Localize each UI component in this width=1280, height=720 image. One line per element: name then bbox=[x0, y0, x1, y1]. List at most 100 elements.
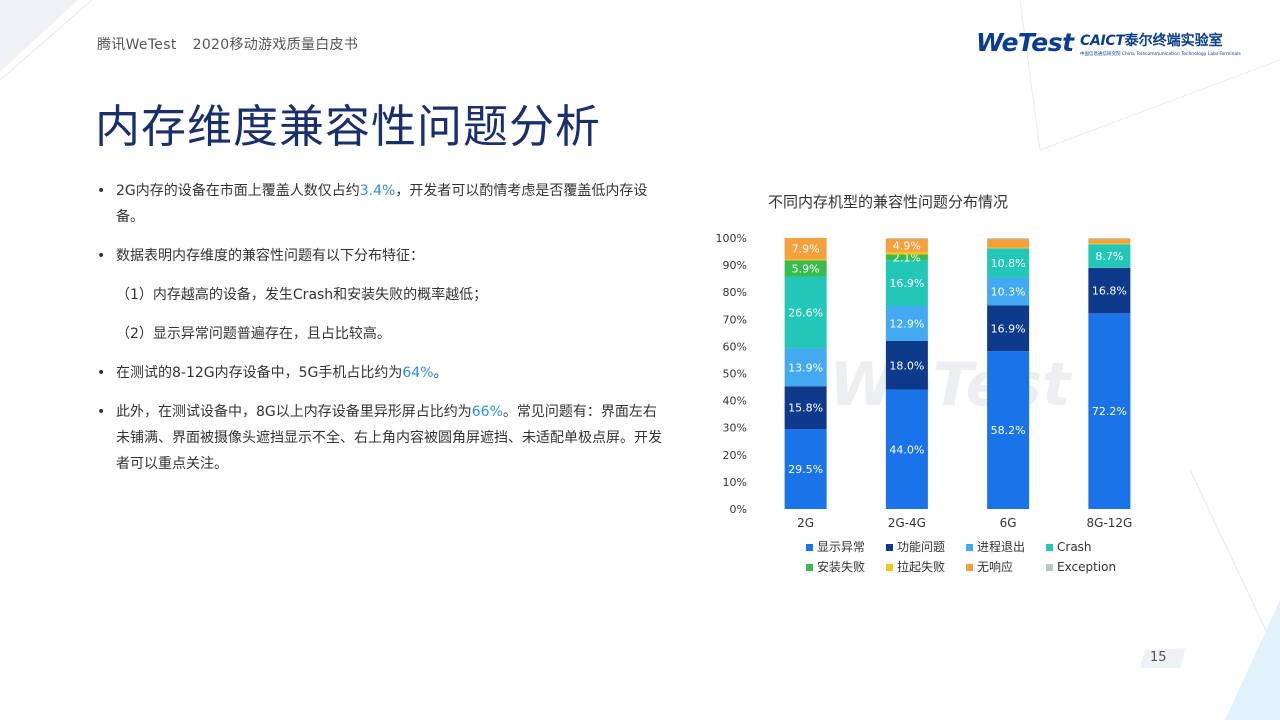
bullet-item: • 2G内存的设备在市面上覆盖人数仅占约3.4%，开发者可以酌情考虑是否覆盖低内… bbox=[97, 178, 667, 230]
sub-item: （2）显示异常问题普遍存在，且占比较高。 bbox=[97, 321, 667, 347]
bullet-text: 者可以重点关注。 bbox=[116, 456, 228, 472]
bullet-item: • 在测试的8-12G内存设备中，5G手机占比约为64%。 bbox=[97, 360, 667, 386]
bar-segment bbox=[784, 276, 827, 349]
y-tick-label: 60% bbox=[723, 340, 747, 353]
bar-segment bbox=[784, 386, 827, 430]
bar-segment bbox=[885, 238, 928, 239]
bar-segment bbox=[784, 260, 827, 277]
bar-segment bbox=[885, 340, 928, 390]
y-tick-label: 90% bbox=[723, 259, 747, 272]
bar-segment bbox=[1088, 313, 1131, 509]
bar-segment bbox=[885, 389, 928, 509]
bullet-list: • 2G内存的设备在市面上覆盖人数仅占约3.4%，开发者可以酌情考虑是否覆盖低内… bbox=[97, 178, 667, 477]
legend-swatch bbox=[806, 544, 813, 551]
y-tick-label: 80% bbox=[723, 286, 747, 299]
y-tick-label: 100% bbox=[716, 232, 747, 245]
data-label: 72.2% bbox=[1092, 405, 1127, 418]
legend-swatch bbox=[886, 544, 893, 551]
legend-swatch bbox=[1046, 544, 1053, 551]
y-tick-label: 50% bbox=[723, 368, 747, 381]
highlight-value: 64% bbox=[402, 365, 434, 381]
x-tick-label: 8G-12G bbox=[1086, 516, 1132, 530]
bar-segment bbox=[1088, 244, 1131, 268]
data-label: 12.9% bbox=[889, 318, 924, 331]
x-tick-label: 2G-4G bbox=[888, 516, 926, 530]
legend-label: 功能问题 bbox=[897, 540, 945, 554]
y-tick-label: 70% bbox=[723, 313, 747, 326]
y-tick-label: 0% bbox=[730, 503, 747, 516]
y-tick-label: 10% bbox=[723, 476, 747, 489]
data-label: 16.8% bbox=[1092, 285, 1127, 298]
data-label: 58.2% bbox=[991, 424, 1026, 437]
page-number: 15 bbox=[1150, 650, 1167, 665]
data-label: 4.9% bbox=[893, 239, 921, 252]
caict-logo: CAICT泰尔终端实验室 中国信息通信研究院 China Telecommuni… bbox=[1080, 30, 1241, 57]
bullet-text: 此外，在测试设备中，8G以上内存设备里异形屏占比约为 bbox=[116, 404, 472, 420]
legend-swatch bbox=[966, 564, 973, 571]
data-label: 5.9% bbox=[792, 262, 820, 275]
bar-segment bbox=[987, 305, 1030, 352]
bullet-text: 。常见问题有：界面左右 bbox=[502, 404, 657, 420]
y-tick-label: 30% bbox=[723, 422, 747, 435]
bullet-item: • 数据表明内存维度的兼容性问题有以下分布特征： bbox=[97, 243, 667, 269]
legend-label: Exception bbox=[1057, 560, 1116, 574]
bullet-text: 在测试的8-12G内存设备中，5G手机占比约为 bbox=[116, 365, 403, 381]
chart-watermark: WeTest bbox=[829, 350, 1073, 420]
page-title: 内存维度兼容性问题分析 bbox=[95, 100, 602, 153]
wetest-logo: WeTest bbox=[976, 28, 1074, 57]
bullet-text: 数据表明内存维度的兼容性问题有以下分布特征： bbox=[116, 248, 424, 264]
legend-swatch bbox=[886, 564, 893, 571]
data-label: 15.8% bbox=[788, 402, 823, 415]
bullet-dot: • bbox=[97, 183, 106, 199]
bullet-continuation: 者可以重点关注。 bbox=[97, 451, 667, 477]
x-tick-label: 6G bbox=[1000, 516, 1017, 530]
sub-item-text: （1）内存越高的设备，发生Crash和安装失败的概率越低； bbox=[116, 287, 488, 303]
bullet-dot: • bbox=[97, 248, 106, 264]
bar-segment bbox=[784, 259, 827, 261]
bar-segment bbox=[885, 306, 928, 341]
caict-name: 泰尔终端实验室 bbox=[1124, 33, 1223, 49]
header-brand: 腾讯WeTest bbox=[97, 37, 177, 53]
legend-swatch bbox=[1046, 564, 1053, 571]
highlight-value: 66% bbox=[471, 404, 503, 420]
bullet-dot: • bbox=[97, 404, 106, 420]
bullet-continuation: 未铺满、界面被摄像头遮挡显示不全、右上角内容被圆角屏遮挡、未适配单极点屏。开发 bbox=[97, 425, 667, 451]
bullet-text: 未铺满、界面被摄像头遮挡显示不全、右上角内容被圆角屏遮挡、未适配单极点屏。开发 bbox=[116, 430, 662, 446]
bar-segment bbox=[987, 238, 1030, 240]
data-label: 26.6% bbox=[788, 307, 823, 320]
y-tick-label: 20% bbox=[723, 449, 747, 462]
bullet-dot: • bbox=[97, 365, 106, 381]
data-label: 13.9% bbox=[788, 361, 823, 374]
data-label: 18.0% bbox=[889, 359, 924, 372]
bar-segment bbox=[885, 252, 928, 255]
data-label: 29.5% bbox=[788, 463, 823, 476]
legend-label: 安装失败 bbox=[817, 559, 865, 574]
caict-mark: CAICT bbox=[1080, 33, 1125, 49]
bar-segment bbox=[987, 239, 1030, 248]
legend-label: Crash bbox=[1057, 540, 1092, 554]
x-tick-label: 2G bbox=[797, 516, 814, 530]
legend-label: 拉起失败 bbox=[897, 559, 945, 574]
legend-label: 进程退出 bbox=[977, 539, 1025, 554]
bar-segment bbox=[885, 260, 928, 307]
data-label: 10.8% bbox=[991, 257, 1026, 270]
bar-segment bbox=[1088, 243, 1131, 245]
legend-label: 显示异常 bbox=[817, 540, 865, 554]
bullet-text: 2G内存的设备在市面上覆盖人数仅占约 bbox=[116, 183, 360, 199]
bar-segment bbox=[1088, 238, 1131, 244]
data-label: 7.9% bbox=[792, 243, 820, 256]
bar-segment bbox=[885, 238, 928, 253]
bullet-item: • 此外，在测试设备中，8G以上内存设备里异形屏占比约为66%。常见问题有：界面… bbox=[97, 399, 667, 425]
bar-segment bbox=[784, 238, 827, 260]
data-label: 16.9% bbox=[991, 322, 1026, 335]
legend-swatch bbox=[806, 564, 813, 571]
chart-title: 不同内存机型的兼容性问题分布情况 bbox=[768, 193, 1008, 211]
bar-segment bbox=[987, 248, 1030, 278]
bar-segment bbox=[784, 429, 827, 509]
data-label: 44.0% bbox=[889, 443, 924, 456]
bullet-text: ，开发者可以酌情考虑是否覆盖低内存设备。 bbox=[116, 183, 648, 225]
stacked-bar-chart: 不同内存机型的兼容性问题分布情况 WeTest 0% 10% 20% 30% 40% 50… bbox=[716, 193, 1133, 574]
header-doc-name: 2020移动游戏质量白皮书 bbox=[192, 37, 359, 53]
bullet-text: 。 bbox=[433, 365, 448, 381]
data-label: 16.9% bbox=[889, 277, 924, 290]
